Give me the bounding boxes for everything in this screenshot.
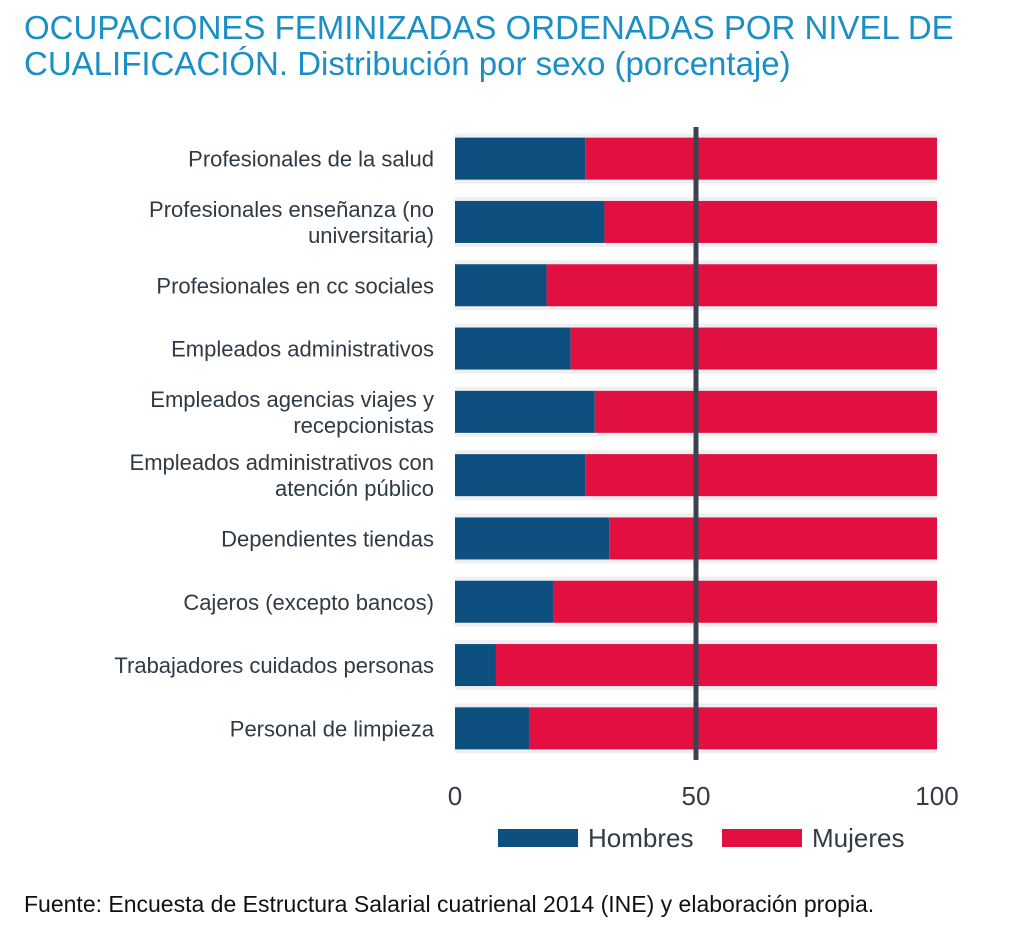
chart-title-line-2: CUALIFICACIÓN. Distribución por sexo (po… xyxy=(24,45,791,82)
bar-hombres xyxy=(455,327,571,370)
category-label: Dependientes tiendas xyxy=(221,526,434,551)
chart-title: OCUPACIONES FEMINIZADAS ORDENADAS POR NI… xyxy=(24,10,1004,82)
category-label: Empleados administrativos xyxy=(171,337,434,362)
chart-title-line-1: OCUPACIONES FEMINIZADAS ORDENADAS POR NI… xyxy=(24,9,954,46)
bar-hombres xyxy=(455,137,586,180)
legend-label-hombres: Hombres xyxy=(588,823,693,853)
bar-mujeres xyxy=(604,200,937,243)
bar-mujeres xyxy=(529,707,937,750)
category-label: Empleados administrativos con atención pú… xyxy=(130,450,434,501)
legend-label-mujeres: Mujeres xyxy=(812,823,904,853)
x-tick-label: 50 xyxy=(682,781,711,811)
category-label: Empleados agencias viajes y recepcionista… xyxy=(150,387,434,438)
bar-hombres xyxy=(455,454,586,497)
bar-hombres xyxy=(455,390,595,433)
stacked-bar-chart: Profesionales de la salud Profesionales e… xyxy=(114,127,959,853)
bar-mujeres xyxy=(609,517,937,560)
bar-mujeres xyxy=(594,390,937,433)
category-label: Cajeros (excepto bancos) xyxy=(183,590,434,615)
category-label: Profesionales de la salud xyxy=(188,147,434,172)
bar-mujeres xyxy=(585,454,937,497)
bar-mujeres xyxy=(495,644,937,687)
bar-mujeres xyxy=(585,137,937,180)
bar-hombres xyxy=(455,580,554,623)
category-label: Profesionales en cc sociales xyxy=(156,273,434,298)
bar-hombres xyxy=(455,264,547,307)
x-tick-label: 0 xyxy=(448,781,462,811)
category-label: Personal de limpieza xyxy=(230,716,435,741)
bar-hombres xyxy=(455,707,530,750)
bar-hombres xyxy=(455,644,496,687)
category-label: Profesionales enseñanza (no universitaria… xyxy=(149,197,434,248)
bar-mujeres xyxy=(570,327,937,370)
bar-hombres xyxy=(455,517,610,560)
legend-swatch-mujeres xyxy=(722,829,802,847)
bar-mujeres xyxy=(546,264,937,307)
source-note: Fuente: Encuesta de Estructura Salarial … xyxy=(24,891,875,917)
bar-mujeres xyxy=(553,580,937,623)
legend-swatch-hombres xyxy=(498,829,578,847)
category-label: Trabajadores cuidados personas xyxy=(114,653,434,678)
bar-hombres xyxy=(455,200,605,243)
x-tick-label: 100 xyxy=(915,781,958,811)
